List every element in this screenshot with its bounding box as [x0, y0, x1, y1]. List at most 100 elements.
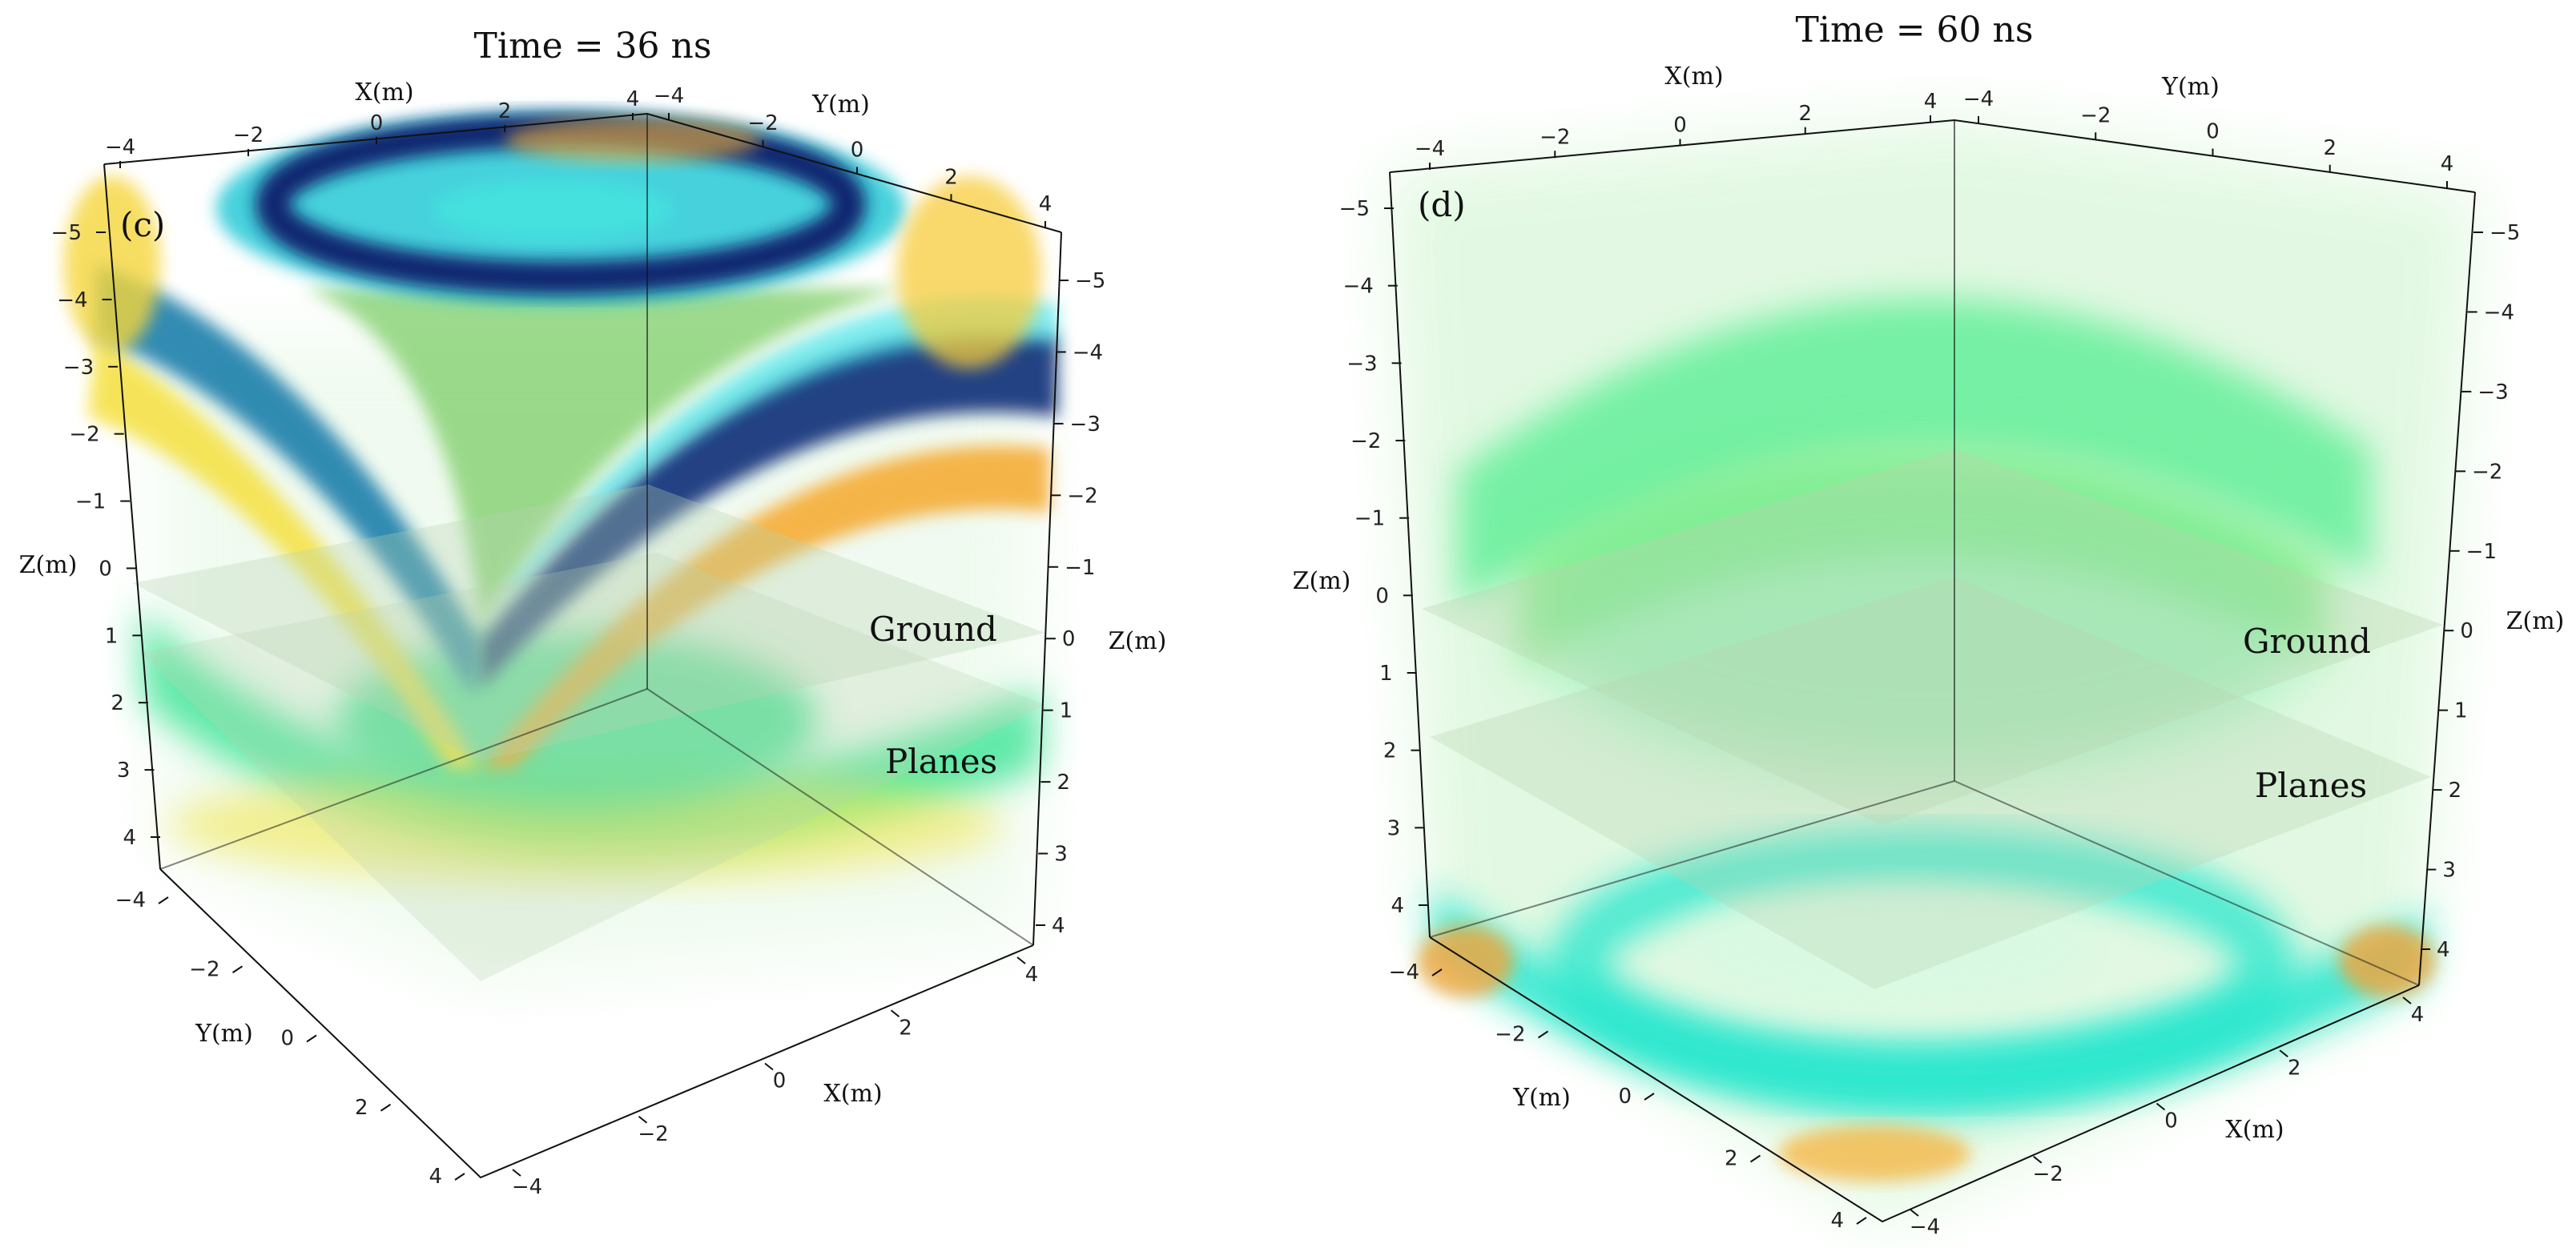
panel-d-z-left-ticks: −5 −4 −3 −2 −1 0 1 2 3 4 — [1339, 197, 1428, 918]
panel-c-x-top-tick-label: 0 — [370, 111, 384, 135]
panel-d-x-top-tick-label: 0 — [1673, 114, 1687, 138]
panel-d-title: Time = 60 ns — [1796, 10, 2034, 50]
panel-c-y-bottom-ticks-mark — [231, 965, 244, 974]
panel-d-y-bottom-tick-label: −4 — [1389, 960, 1419, 984]
panel-c-x-bottom-tick-label: −4 — [512, 1175, 542, 1199]
panel-d-x-bottom-tick-label: 0 — [2164, 1109, 2178, 1133]
panel-d: Time = 60 ns (d) Ground Planes X(m) Y(m)… — [1293, 10, 2565, 1239]
panel-d-z-right-tick-label: 1 — [2454, 699, 2468, 723]
panel-c-y-top-tick-label: −4 — [654, 84, 684, 108]
panel-c-z-left-tick-label: 3 — [117, 759, 131, 783]
panel-d-x-bottom-tick-label: 4 — [2411, 1003, 2425, 1027]
panel-d-x-top-ticks: −4 −2 0 2 4 — [1415, 90, 1937, 170]
panel-d-x-top-tick-label: −2 — [1540, 125, 1570, 149]
panel-d-x-top-tick-label: −4 — [1415, 137, 1445, 161]
panel-c-ground-plane-upper — [132, 485, 1045, 761]
panel-c-z-left-tick-label: −4 — [57, 288, 87, 312]
panel-d-z-right-tick-label: −5 — [2489, 221, 2520, 245]
panel-d-z-left-tick-label: 4 — [1391, 894, 1404, 918]
panel-c-y-bottom-tick-label: 2 — [355, 1096, 368, 1120]
panel-d-annotation-ground: Ground — [2243, 622, 2371, 661]
panel-c-x-bottom-ticks-mark — [638, 1115, 648, 1124]
panel-c-y-top-tick-label: 2 — [944, 165, 958, 189]
panel-c-arch-right-yellow — [481, 445, 1049, 769]
panel-c-x-top-tick-label: −2 — [233, 123, 264, 147]
panel-c-x-bottom-ticks-mark — [890, 1009, 900, 1018]
panel-c-x-bottom-ticks: 4 2 0 −2 −4 — [512, 956, 1039, 1199]
panel-c-z-right-tick-label: −3 — [1070, 413, 1101, 437]
panel-c-y-bottom-title: Y(m) — [195, 1020, 253, 1048]
panel-c-z-right-tick-label: −2 — [1067, 484, 1097, 508]
panel-c-y-bottom-ticks-mark — [454, 1173, 465, 1181]
panel-d-z-right-ticks: −5 −4 −3 −2 −1 0 1 2 3 4 — [2421, 221, 2520, 962]
panel-c-x-bottom-ticks-mark — [764, 1062, 774, 1071]
panel-d-z-left-tick-label: 2 — [1383, 739, 1397, 763]
panel-d-annotation-planes: Planes — [2255, 766, 2367, 805]
panel-c-x-bottom-title: X(m) — [823, 1080, 882, 1108]
panel-d-x-bottom-ticks-mark — [1910, 1209, 1919, 1217]
panel-d-z-right-tick-label: −1 — [2466, 540, 2497, 564]
panel-d-y-top-ticks: −4 −2 0 2 4 — [1963, 87, 2453, 188]
panel-d-z-right-tick-label: −2 — [2472, 460, 2502, 484]
panel-d-ground-plane-lower — [1430, 577, 2431, 989]
panel-d-z-right-tick-label: 0 — [2460, 619, 2473, 643]
panel-c-y-top-ticks: −4 −2 0 2 4 — [654, 84, 1052, 228]
panel-d-box — [1389, 119, 2476, 1223]
panel-c-x-top-title: X(m) — [355, 79, 413, 107]
panel-d-z-left-tick-label: −1 — [1354, 507, 1385, 531]
panel-d-x-bottom-ticks-mark — [2155, 1102, 2166, 1111]
panel-c-z-right-tick-label: 4 — [1052, 914, 1065, 938]
panel-c-z-left-tick-label: 4 — [123, 826, 136, 850]
panel-d-y-bottom-title: Y(m) — [1512, 1084, 1571, 1112]
panel-d-y-bottom-ticks-mark — [1431, 968, 1443, 976]
panel-c-title: Time = 36 ns — [474, 26, 712, 66]
panel-d-z-right-tick-label: −3 — [2477, 380, 2508, 405]
panel-c-z-right-tick-label: 2 — [1057, 771, 1070, 795]
panel-d-orange-left — [1418, 925, 1514, 997]
panel-d-x-top-tick-label: 2 — [1798, 102, 1812, 126]
panel-c-x-bottom-tick-label: 4 — [1025, 963, 1039, 987]
panel-c-x-bottom-ticks-mark — [512, 1169, 521, 1177]
panel-c-y-bottom-ticks-mark — [306, 1034, 317, 1043]
panel-c-volume — [64, 112, 1057, 985]
panel-d-y-top-tick-label: −2 — [2080, 103, 2111, 127]
panel-d-y-bottom-ticks: −4 −2 0 2 4 — [1389, 960, 1867, 1233]
panel-c-top-ring-center — [433, 179, 673, 240]
panel-d-z-right-title: Z(m) — [2506, 607, 2565, 635]
panel-c-inner-face — [304, 288, 905, 625]
panel-d-y-bottom-ticks-mark — [1537, 1030, 1549, 1039]
panel-d-z-left-tick-label: −5 — [1339, 197, 1370, 221]
panel-c-annotation-planes: Planes — [885, 742, 997, 781]
panel-c-z-right-ticks: −5 −4 −3 −2 −1 0 1 2 3 4 — [1036, 269, 1105, 938]
panel-d-y-top-tick-label: 4 — [2441, 152, 2454, 176]
panel-d-y-bottom-tick-label: 2 — [1725, 1147, 1738, 1171]
panel-c-x-bottom-tick-label: 0 — [773, 1069, 787, 1093]
panel-c-z-right-tick-label: −4 — [1073, 340, 1103, 364]
panel-c-y-top-tick-label: 4 — [1039, 192, 1053, 216]
panel-c-z-left-tick-label: −3 — [63, 356, 94, 380]
panel-c: Time = 36 ns (c) Ground Planes X(m) Y(m)… — [19, 26, 1167, 1199]
panel-c-x-top-ticks: −4 −2 0 2 4 — [105, 87, 639, 168]
panel-d-z-left-tick-label: 3 — [1387, 816, 1401, 840]
panel-c-z-left-tick-label: 0 — [99, 557, 112, 581]
panel-c-z-left-tick-label: −2 — [69, 423, 99, 447]
panel-c-tag: (c) — [120, 205, 165, 244]
panel-c-z-left-ticks: −5 −4 −3 −2 −1 0 1 2 3 4 — [51, 221, 160, 850]
panel-d-mid-glow — [1522, 449, 2323, 769]
panel-d-orange-bottom — [1778, 1125, 1970, 1182]
panel-c-y-bottom-ticks-mark — [380, 1103, 392, 1112]
panel-c-y-bottom-ticks: −4 −2 0 2 4 — [115, 888, 465, 1189]
panel-c-arch-left-yellow — [88, 336, 481, 769]
panel-d-z-left-tick-label: −2 — [1350, 429, 1381, 453]
panel-c-x-top-tick-label: 4 — [626, 87, 640, 111]
panel-c-x-bottom-ticks-mark — [1016, 956, 1026, 964]
panel-c-lower-yellow-rim — [168, 769, 1001, 881]
panel-c-y-top-title: Y(m) — [811, 91, 870, 119]
panel-c-z-right-tick-label: 0 — [1062, 627, 1076, 651]
panel-c-y-top-tick-label: −2 — [747, 111, 778, 135]
panel-d-arch-band — [1458, 298, 2371, 609]
panel-c-z-right-tick-label: 3 — [1054, 843, 1068, 867]
panel-d-x-bottom-tick-label: −4 — [1910, 1215, 1940, 1239]
panel-d-volume — [1390, 120, 2475, 1222]
panel-d-y-bottom-ticks-mark — [1644, 1093, 1655, 1101]
